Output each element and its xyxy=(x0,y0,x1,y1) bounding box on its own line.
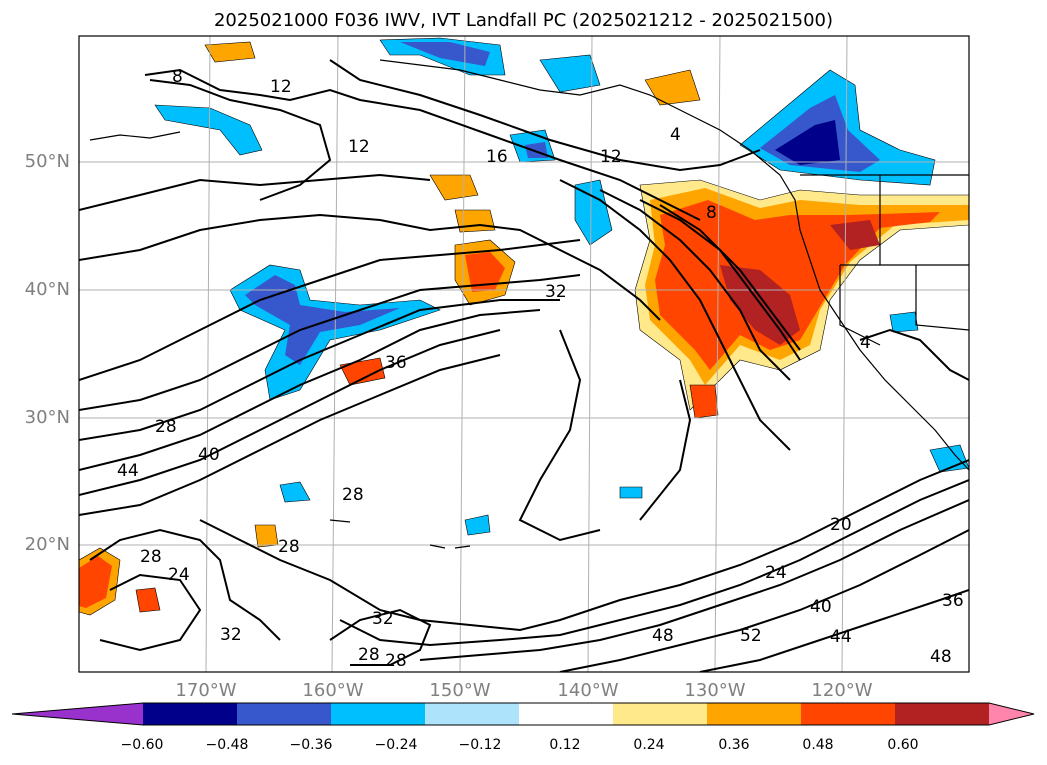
contour-label: 28 xyxy=(140,547,162,567)
contour-label: 8 xyxy=(706,203,717,223)
colorbar-tick-label: 0.12 xyxy=(549,737,581,753)
contour-label: 28 xyxy=(155,417,177,437)
contour-label: 28 xyxy=(278,537,300,557)
colorbar-tick-label: −0.24 xyxy=(374,737,418,753)
lon-label: 120°W xyxy=(811,680,873,701)
colorbar-tick-label: −0.36 xyxy=(289,737,333,753)
contour-label: 44 xyxy=(830,627,852,647)
contour-label: 48 xyxy=(930,647,952,667)
contour-label: 28 xyxy=(358,645,380,665)
colorbar-swatch xyxy=(425,703,520,725)
colorbar-swatch xyxy=(143,703,238,725)
colorbar-swatch xyxy=(613,703,708,725)
contour-label: 4 xyxy=(860,333,871,353)
contour-label: 28 xyxy=(385,651,407,671)
coastlines xyxy=(89,59,969,549)
colorbar-swatch xyxy=(237,703,332,725)
contour-label: 36 xyxy=(942,591,964,611)
colorbar-swatch xyxy=(519,703,614,725)
lat-label: 50°N xyxy=(24,151,70,172)
map-title: 2025021000 F036 IWV, IVT Landfall PC (20… xyxy=(213,10,834,31)
lat-label: 40°N xyxy=(24,279,70,300)
contour-label: 40 xyxy=(198,445,220,465)
colorbar-tick-label: −0.60 xyxy=(120,737,164,753)
colorbar-extend-max xyxy=(989,703,1034,725)
contour-label: 40 xyxy=(810,597,832,617)
contour-label: 52 xyxy=(740,626,762,646)
colorbar-tick-label: −0.12 xyxy=(458,737,502,753)
contour-label: 36 xyxy=(385,353,407,373)
contour-labels: 8 12 12 16 12 4 8 32 36 28 40 44 28 28 2… xyxy=(117,67,964,671)
lat-label: 30°N xyxy=(24,407,70,428)
colorbar-swatch xyxy=(331,703,426,725)
colorbar-swatch xyxy=(801,703,896,725)
contour-label: 12 xyxy=(348,137,370,157)
colorbar-outline xyxy=(11,702,1035,726)
colorbar-tick-label: 0.48 xyxy=(802,737,834,753)
lon-label: 140°W xyxy=(557,680,619,701)
contour-label: 32 xyxy=(372,609,394,629)
colorbar-tick-label: 0.60 xyxy=(887,737,919,753)
graticule xyxy=(79,36,969,672)
contour-label: 24 xyxy=(168,565,190,585)
colorbar-tick-label: −0.48 xyxy=(205,737,249,753)
colorbar-tick-label: 0.36 xyxy=(718,737,750,753)
contour-label: 12 xyxy=(600,147,622,167)
lon-label: 150°W xyxy=(429,680,491,701)
map-frame xyxy=(78,35,970,673)
colorbar-extend-min xyxy=(12,703,143,725)
contour-label: 12 xyxy=(270,77,292,97)
contour-label: 28 xyxy=(342,485,364,505)
colorbar xyxy=(11,702,1035,726)
contour-label: 44 xyxy=(117,461,139,481)
contour-label: 24 xyxy=(765,563,787,583)
lat-label: 20°N xyxy=(24,534,70,555)
contour-label: 32 xyxy=(220,625,242,645)
contour-label: 20 xyxy=(830,515,852,535)
contour-label: 16 xyxy=(486,147,508,167)
colorbar-swatch xyxy=(895,703,990,725)
colorbar-tick-label: 0.24 xyxy=(633,737,665,753)
contour-label: 48 xyxy=(652,626,674,646)
contours xyxy=(79,59,969,672)
lon-label: 160°W xyxy=(302,680,364,701)
contour-label: 32 xyxy=(545,282,567,302)
contour-label: 4 xyxy=(670,125,681,145)
colorbar-swatch xyxy=(707,703,802,725)
lon-label: 130°W xyxy=(684,680,746,701)
lon-label: 170°W xyxy=(175,680,237,701)
contour-label: 8 xyxy=(172,67,183,87)
